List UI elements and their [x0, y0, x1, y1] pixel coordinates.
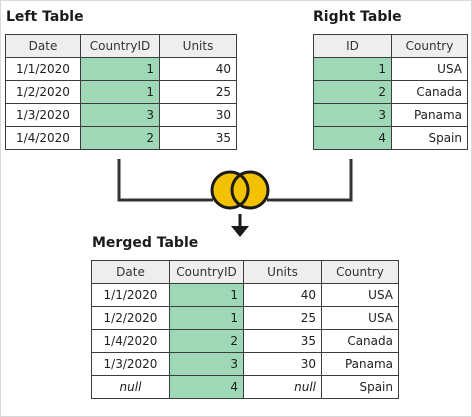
merged-units-cell: 25: [243, 306, 322, 330]
merged-date-cell: 1/3/2020: [91, 352, 170, 376]
merged-table-header-units: Units: [243, 260, 322, 284]
merged-table-header-row: Date CountryID Units Country: [91, 260, 399, 284]
merged-country-cell: Canada: [321, 329, 399, 353]
merged-date-cell: 1/4/2020: [91, 329, 170, 353]
merged-country-cell: Panama: [321, 352, 399, 376]
table-row: 2 Canada: [313, 80, 468, 104]
right-table-header-country: Country: [391, 34, 468, 58]
table-row: 1 USA: [313, 57, 468, 81]
merged-units-cell-null: null: [243, 375, 322, 399]
right-id-cell: 3: [313, 103, 392, 127]
table-row: 1/3/2020 3 30 Panama: [91, 352, 399, 376]
left-countryid-cell: 1: [80, 80, 160, 104]
merged-date-cell-null: null: [91, 375, 170, 399]
table-row: 1/3/2020 3 30: [5, 103, 237, 127]
right-table-header-row: ID Country: [313, 34, 468, 58]
merged-countryid-cell: 3: [169, 352, 244, 376]
left-date-cell: 1/1/2020: [5, 57, 81, 81]
right-country-cell: Panama: [391, 103, 468, 127]
left-table-header-date: Date: [5, 34, 81, 58]
merged-country-cell: USA: [321, 306, 399, 330]
table-row: 1/4/2020 2 35 Canada: [91, 329, 399, 353]
right-connector-line: [267, 159, 353, 202]
table-row: 4 Spain: [313, 126, 468, 150]
arrow-down-icon: [231, 214, 249, 237]
merged-date-cell: 1/1/2020: [91, 283, 170, 307]
left-countryid-cell: 3: [80, 103, 160, 127]
merged-table-header-countryid: CountryID: [169, 260, 244, 284]
merged-country-cell: USA: [321, 283, 399, 307]
merged-units-cell: 40: [243, 283, 322, 307]
left-countryid-cell: 1: [80, 57, 160, 81]
left-date-cell: 1/3/2020: [5, 103, 81, 127]
left-table-header-countryid: CountryID: [80, 34, 160, 58]
left-units-cell: 25: [159, 80, 237, 104]
merged-table-header-date: Date: [91, 260, 170, 284]
table-row: 3 Panama: [313, 103, 468, 127]
left-date-cell: 1/4/2020: [5, 126, 81, 150]
left-table-header-row: Date CountryID Units: [5, 34, 237, 58]
left-table-header-units: Units: [159, 34, 237, 58]
merged-country-cell: Spain: [321, 375, 399, 399]
table-row: 1/1/2020 1 40 USA: [91, 283, 399, 307]
left-table: Date CountryID Units 1/1/2020 1 40 1/2/2…: [5, 34, 237, 150]
left-units-cell: 35: [159, 126, 237, 150]
right-country-cell: Spain: [391, 126, 468, 150]
merged-table-title: Merged Table: [92, 235, 199, 251]
left-table-title: Left Table: [6, 9, 84, 25]
right-table-header-id: ID: [313, 34, 392, 58]
merged-countryid-cell: 2: [169, 329, 244, 353]
right-country-cell: Canada: [391, 80, 468, 104]
right-id-cell: 2: [313, 80, 392, 104]
table-row: 1/2/2020 1 25 USA: [91, 306, 399, 330]
left-countryid-cell: 2: [80, 126, 160, 150]
left-units-cell: 30: [159, 103, 237, 127]
full-outer-join-venn-icon: [210, 170, 270, 210]
left-connector-line: [117, 159, 213, 202]
right-id-cell: 1: [313, 57, 392, 81]
right-table: ID Country 1 USA 2 Canada 3 Panama 4 Spa…: [313, 34, 468, 150]
merged-countryid-cell: 1: [169, 306, 244, 330]
table-row: 1/1/2020 1 40: [5, 57, 237, 81]
right-country-cell: USA: [391, 57, 468, 81]
right-table-title: Right Table: [313, 9, 402, 25]
merged-table: Date CountryID Units Country 1/1/2020 1 …: [91, 260, 399, 399]
merged-date-cell: 1/2/2020: [91, 306, 170, 330]
merged-table-header-country: Country: [321, 260, 399, 284]
right-id-cell: 4: [313, 126, 392, 150]
merged-countryid-cell: 1: [169, 283, 244, 307]
merged-units-cell: 30: [243, 352, 322, 376]
merged-units-cell: 35: [243, 329, 322, 353]
table-row: 1/2/2020 1 25: [5, 80, 237, 104]
table-row: null 4 null Spain: [91, 375, 399, 399]
left-date-cell: 1/2/2020: [5, 80, 81, 104]
table-row: 1/4/2020 2 35: [5, 126, 237, 150]
left-units-cell: 40: [159, 57, 237, 81]
merged-countryid-cell: 4: [169, 375, 244, 399]
